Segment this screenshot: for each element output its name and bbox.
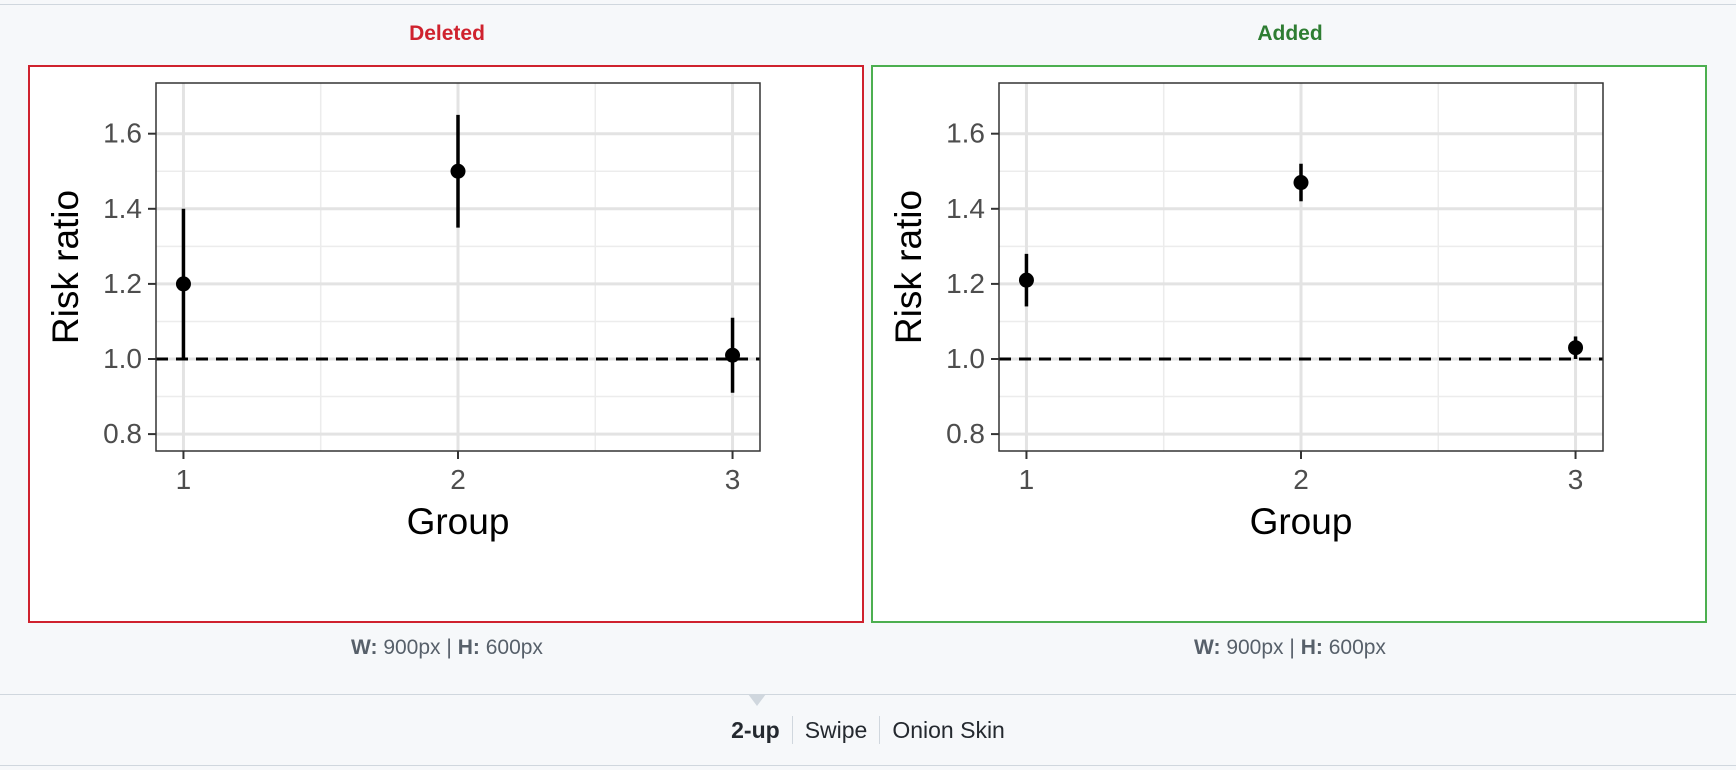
mode-divider [879, 716, 881, 744]
added-panel: Added 0.8 1.0 1.2 1.4 1.6 1 2 3 Group Risk ratio … [871, 0, 1709, 690]
deleted-width-label: W: [351, 636, 378, 659]
y-tick-label: 1.0 [946, 343, 985, 374]
mode-swipe[interactable]: Swipe [804, 716, 868, 743]
deleted-height-value: 600px [485, 636, 543, 659]
data-point-2 [1293, 175, 1309, 191]
data-point-3 [725, 347, 741, 363]
mode-divider [791, 716, 793, 744]
x-tick-label: 2 [1293, 464, 1309, 495]
y-axis-title: Risk ratio [888, 190, 929, 344]
added-height-value: 600px [1328, 636, 1386, 659]
deleted-dimensions: W: 900px | H: 600px [28, 636, 866, 660]
deleted-dimension-separator: | [446, 636, 452, 659]
view-mode-switcher: 2-up Swipe Onion Skin [0, 695, 1736, 765]
deleted-panel: Deleted 0.8 1.0 1.2 1.4 1.6 1 2 3 Group Risk rati… [28, 0, 866, 690]
y-tick-label: 1.2 [946, 268, 985, 299]
x-tick-label: 2 [450, 464, 466, 495]
mode-2-up[interactable]: 2-up [731, 716, 780, 743]
x-tick-label: 3 [725, 464, 741, 495]
data-point-1 [1018, 272, 1034, 288]
y-tick-label: 1.6 [103, 118, 142, 149]
data-point-1 [175, 276, 191, 292]
y-tick-label: 1.4 [103, 193, 142, 224]
y-tick-label: 1.4 [946, 193, 985, 224]
top-divider [0, 0, 1736, 5]
y-tick-label: 1.2 [103, 268, 142, 299]
added-risk-ratio-chart: 0.8 1.0 1.2 1.4 1.6 1 2 3 Group Risk ratio [888, 82, 1604, 542]
x-tick-label: 1 [1019, 464, 1035, 495]
added-label: Added [1257, 22, 1323, 45]
data-point-2 [450, 163, 466, 179]
deleted-risk-ratio-chart: 0.8 1.0 1.2 1.4 1.6 1 2 3 Group Risk ratio [45, 82, 761, 542]
data-point-3 [1568, 340, 1584, 356]
deleted-width-value: 900px [383, 636, 441, 659]
y-tick-label: 0.8 [946, 418, 985, 449]
added-width-value: 900px [1226, 636, 1284, 659]
added-image-frame: 0.8 1.0 1.2 1.4 1.6 1 2 3 Group Risk ratio [871, 65, 1707, 623]
x-tick-label: 3 [1568, 464, 1584, 495]
active-mode-caret-icon [748, 694, 766, 706]
y-tick-label: 1.6 [946, 118, 985, 149]
deleted-height-label: H: [457, 636, 480, 659]
added-dimensions: W: 900px | H: 600px [871, 636, 1709, 660]
y-axis-title: Risk ratio [45, 190, 86, 344]
added-height-label: H: [1300, 636, 1323, 659]
x-axis-title: Group [1250, 501, 1353, 542]
added-dimension-separator: | [1289, 636, 1295, 659]
y-tick-label: 1.0 [103, 343, 142, 374]
x-axis-title: Group [407, 501, 510, 542]
view-mode-bar: 2-up Swipe Onion Skin [0, 694, 1736, 766]
x-tick-label: 1 [176, 464, 192, 495]
y-tick-label: 0.8 [103, 418, 142, 449]
deleted-image-frame: 0.8 1.0 1.2 1.4 1.6 1 2 3 Group Risk ratio [28, 65, 864, 623]
deleted-label: Deleted [409, 22, 485, 45]
added-width-label: W: [1194, 636, 1221, 659]
mode-onion-skin[interactable]: Onion Skin [892, 716, 1005, 743]
